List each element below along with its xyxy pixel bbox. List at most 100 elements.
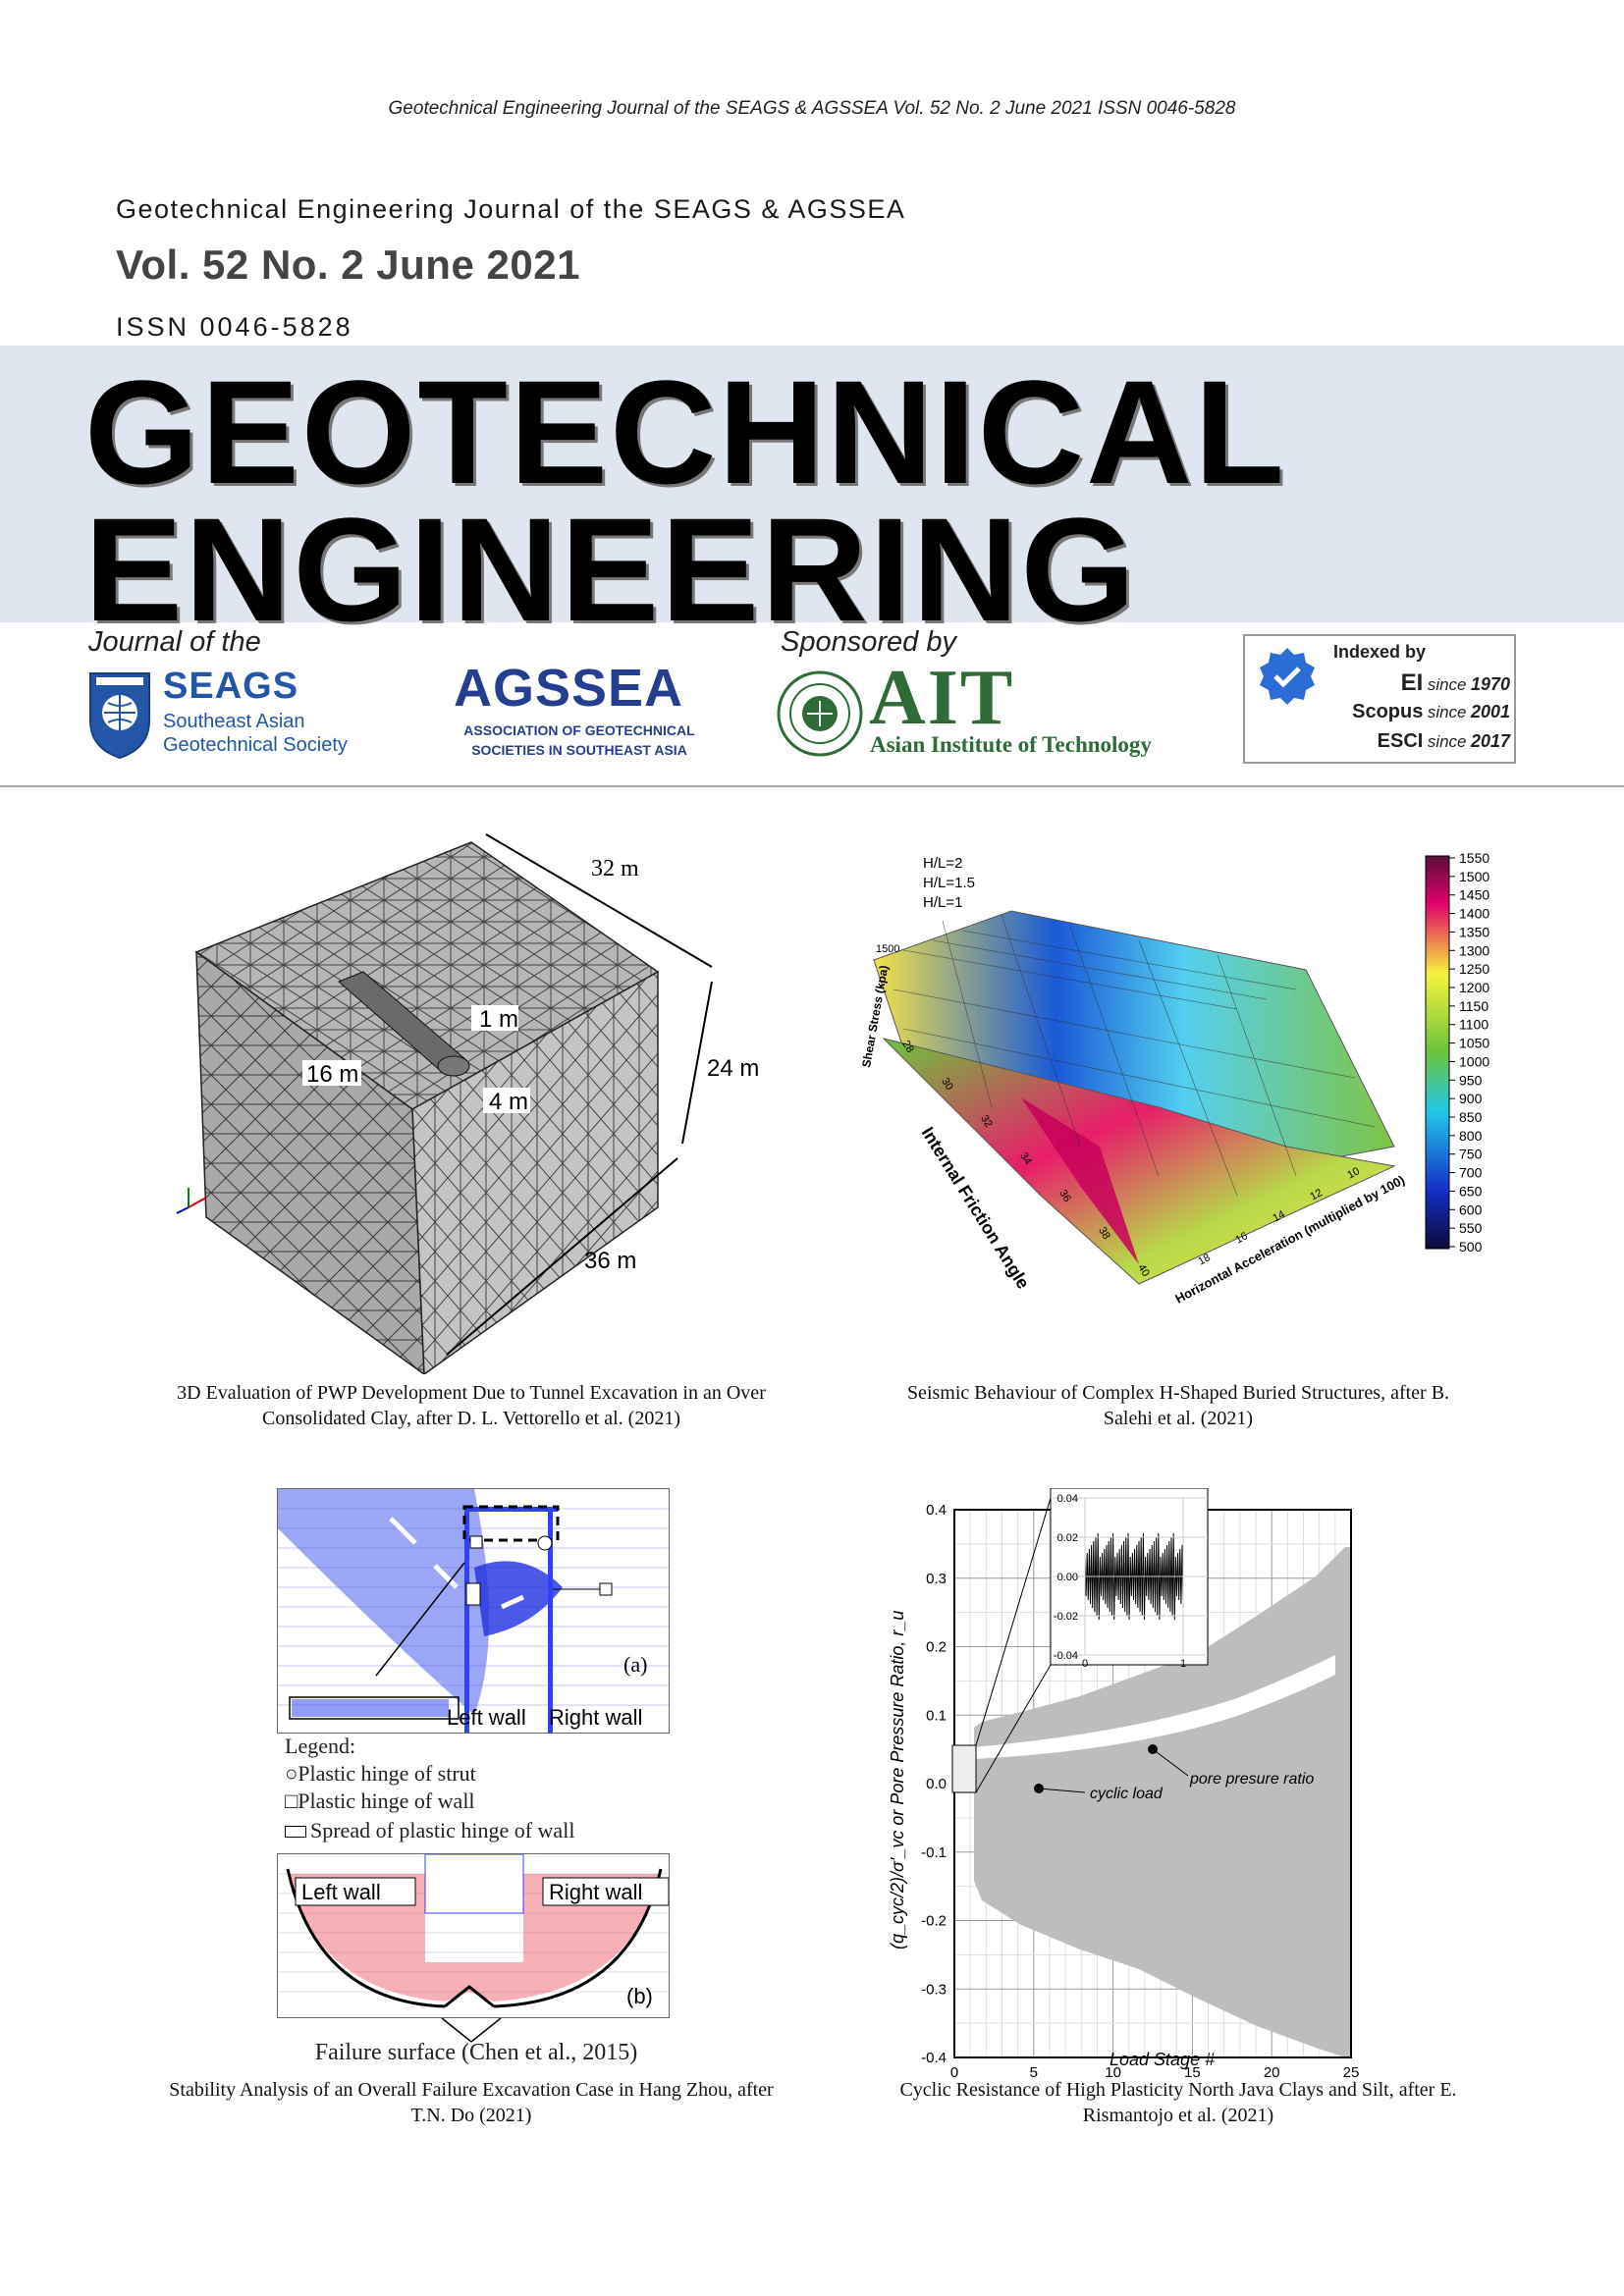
fig2-y-tick: 16 [1233, 1230, 1249, 1246]
dim-24m: 24 m [707, 1055, 759, 1082]
agssea-line1: ASSOCIATION OF GEOTECHNICAL [463, 722, 695, 738]
fig2-colorbar-tick: 1200 [1459, 980, 1489, 995]
circle-marker-icon: ○ [285, 1761, 298, 1786]
fig4-caption: Cyclic Resistance of High Plasticity Nor… [899, 2079, 1457, 2126]
fig4-inset-y-tick: 0.02 [1057, 1532, 1078, 1544]
fig2-caption: Seismic Behaviour of Complex H-Shaped Bu… [906, 1382, 1450, 1429]
fig2-legend-1: H/L=2 [923, 855, 962, 872]
fig2-y-tick: 10 [1345, 1165, 1361, 1181]
ait-name: AIT [869, 655, 1015, 741]
fig4-ylabel: (q_cyc/2)/σ'_vc or Pore Pressure Ratio, … [888, 1611, 907, 1949]
indexed-by-box: Indexed by EI since 1970 Scopus since 20… [1243, 634, 1516, 764]
fig3-left-wall-b: Left wall [301, 1880, 381, 1904]
fig4-y-tick: -0.1 [921, 1844, 947, 1861]
fig3-pointer-arrows [441, 2017, 502, 2043]
fig2-colorbar-tick: 1250 [1459, 961, 1489, 977]
fig3-panel-b-label: (b) [626, 1984, 653, 2008]
fig3-panel-a: (a) Left wall Right wall [277, 1488, 670, 1734]
fig4-x-tick: 15 [1184, 2064, 1201, 2077]
seags-emblem-icon [89, 672, 150, 760]
seags-name: SEAGS [163, 666, 299, 707]
fig4-y-tick: 0.1 [926, 1707, 947, 1724]
fig2-legend-2: H/L=1.5 [923, 875, 975, 891]
dim-36m: 36 m [584, 1248, 636, 1274]
fig4-chart: 0.04 0.02 0.00 -0.02 -0.04 0 1 pore presure ra… [888, 1488, 1360, 2077]
fig3-legend-item-strut: ○Plastic hinge of strut [285, 1761, 476, 1786]
rect-marker-icon [285, 1826, 306, 1838]
fig4-inset-y-tick: -0.04 [1054, 1650, 1078, 1662]
fig2-colorbar-tick: 1100 [1459, 1017, 1489, 1033]
fig2-z-label: Shear Stress (kpa) [859, 964, 891, 1068]
agssea-line2: SOCIETIES IN SOUTHEAST ASIA [471, 742, 687, 758]
fig2-z-top: 1500 [876, 943, 899, 955]
fig3-legend-item-wall: □Plastic hinge of wall [285, 1789, 475, 1813]
indexed-by-title: Indexed by [1333, 642, 1427, 662]
fig4-cyclic-band [974, 1547, 1350, 2057]
fig2-colorbar-tick: 1000 [1459, 1053, 1489, 1069]
axis-triad-icon [176, 1188, 207, 1214]
fig4-y-tick: -0.4 [921, 2050, 947, 2066]
fig3-right-wall-a: Right wall [549, 1705, 642, 1730]
fig2-colorbar-tick: 900 [1459, 1091, 1483, 1106]
fig3-panel-a-label: (a) [623, 1652, 647, 1677]
index-row-ei: EI since 1970 [1400, 669, 1510, 696]
seags-line1: Southeast Asian [163, 711, 305, 732]
ait-line1: Asian Institute of Technology [870, 732, 1152, 757]
fig4-x-tick: 25 [1343, 2064, 1360, 2077]
fig2-colorbar [1425, 855, 1450, 1250]
fig3-failure-surface: Failure surface (Chen et al., 2015) [314, 2040, 638, 2065]
fig4-annot-cyclic: cyclic load [1090, 1786, 1164, 1802]
fig2-colorbar-tick: 650 [1459, 1183, 1483, 1199]
fig3-left-wall-a: Left wall [447, 1705, 526, 1730]
running-header: Geotechnical Engineering Journal of the … [388, 98, 1236, 119]
fig2-colorbar-tick: 1550 [1459, 852, 1489, 866]
fig4-inset-y-tick: -0.02 [1054, 1611, 1078, 1623]
fig2-colorbar-tick: 1450 [1459, 887, 1489, 903]
fig2-colorbar-tick: 600 [1459, 1201, 1483, 1217]
fig2-colorbar-tick: 1300 [1459, 942, 1489, 958]
fig4-inset-y-tick: 0.04 [1057, 1493, 1078, 1505]
agssea-name: AGSSEA [454, 659, 684, 718]
fig3-legend-item-spread: Spread of plastic hinge of wall [285, 1818, 574, 1843]
fig2-colorbar-tick: 700 [1459, 1165, 1483, 1181]
fig2-legend-3: H/L=1 [923, 894, 962, 911]
fig2-y-tick: 12 [1308, 1187, 1324, 1202]
fig2-surface-plot: H/L=2 H/L=1.5 H/L=1 1500 Shear Stress (k… [859, 852, 1489, 1307]
title-line-2: ENGINEERING [84, 487, 1138, 652]
fig3-legend-title: Legend: [285, 1734, 356, 1758]
fig4-annot-pore: pore presure ratio [1189, 1771, 1314, 1788]
fig2-x-tick: 36 [1056, 1188, 1073, 1204]
fig2-x-tick: 28 [899, 1039, 916, 1055]
agssea-logo: AGSSEA ASSOCIATION OF GEOTECHNICAL SOCIE… [452, 658, 707, 766]
fig4-y-tick: -0.2 [921, 1913, 947, 1930]
square-marker-icon: □ [285, 1789, 298, 1813]
fig2-colorbar-tick: 550 [1459, 1220, 1483, 1236]
fig2-colorbar-tick: 750 [1459, 1147, 1483, 1162]
fig4-y-tick: 0.0 [926, 1776, 947, 1792]
fig2-colorbar-tick: 1500 [1459, 869, 1489, 884]
fig2-x-tick: 40 [1135, 1262, 1152, 1279]
journal-of-label: Journal of the [88, 626, 261, 658]
fig3-right-wall-b: Right wall [549, 1880, 642, 1904]
dim-16m: 16 m [306, 1061, 358, 1088]
fig4-x-tick: 0 [950, 2064, 958, 2077]
fig2-x-tick: 34 [1017, 1150, 1034, 1167]
verified-badge-icon [1260, 648, 1315, 705]
fig2-colorbar-tick: 500 [1459, 1239, 1483, 1255]
fig2-colorbar-tick: 1350 [1459, 924, 1489, 939]
volume-issue: Vol. 52 No. 2 June 2021 [116, 241, 580, 288]
title-line-1: GEOTECHNICAL [84, 349, 1286, 514]
fig2-colorbar-tick: 950 [1459, 1072, 1483, 1088]
fig2-colorbar-tick: 1050 [1459, 1036, 1489, 1051]
fig2-x-tick: 30 [939, 1076, 955, 1093]
index-row-esci: ESCI since 2017 [1377, 730, 1510, 752]
index-row-scopus: Scopus since 2001 [1352, 701, 1510, 722]
fig4-pore-band [972, 1655, 1335, 1759]
fig4-y-tick: 0.4 [926, 1502, 947, 1519]
fig4-inset-y-tick: 0.00 [1057, 1572, 1078, 1583]
fig4-y-tick: -0.3 [921, 1981, 947, 1998]
fig2-y-tick: 14 [1271, 1208, 1286, 1224]
fig4-inset-x-tick: 1 [1180, 1658, 1186, 1670]
fig3-caption: Stability Analysis of an Overall Failure… [169, 2079, 774, 2126]
ait-seal-icon [777, 670, 863, 757]
